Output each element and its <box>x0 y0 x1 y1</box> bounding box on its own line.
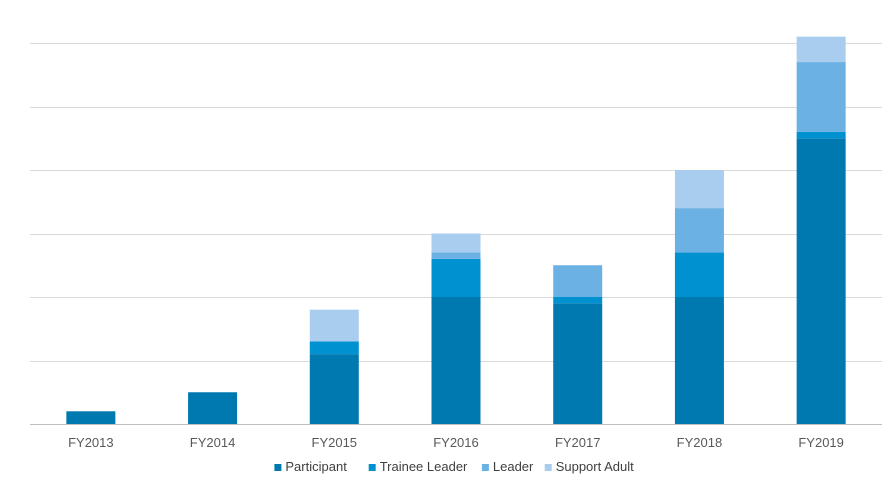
bar-fy2017-participant <box>553 303 603 424</box>
x-tick-label: FY2015 <box>312 435 358 450</box>
bar-fy2019-trainee-leader <box>796 131 846 139</box>
x-tick-label: FY2018 <box>677 435 723 450</box>
legend-item-participant: Participant <box>274 459 347 474</box>
bar-fy2018-trainee-leader <box>674 252 724 297</box>
bar-fy2019-support-adult <box>796 36 846 63</box>
bar-fy2013-participant <box>66 411 116 424</box>
x-tick-label: FY2017 <box>555 435 601 450</box>
bar-fy2019-leader <box>796 62 846 132</box>
x-axis: FY2013 FY2014 FY2015 FY2016 FY2017 FY2018 FY20… <box>30 424 882 450</box>
bar-fy2018-leader <box>674 208 724 253</box>
x-tick-label: FY2016 <box>433 435 479 450</box>
legend-swatch <box>544 464 552 471</box>
legend-swatch <box>368 464 376 471</box>
bar-fy2016-support-adult <box>431 233 481 253</box>
bar-fy2016-participant <box>431 297 481 424</box>
bar-fy2017-leader <box>553 265 603 297</box>
legend-label: Support Adult <box>556 459 634 474</box>
legend-label: Participant <box>285 459 347 474</box>
legend-label: Trainee Leader <box>380 459 468 474</box>
x-tick-label: FY2019 <box>798 435 844 450</box>
bar-fy2015-participant <box>309 354 359 424</box>
bar-fy2018-support-adult <box>674 170 724 209</box>
bar-fy2016-trainee-leader <box>431 258 481 297</box>
bar-fy2015-support-adult <box>309 309 359 342</box>
bar-fy2015-trainee-leader <box>309 341 359 355</box>
legend-swatch <box>274 464 282 471</box>
legend: Participant Trainee Leader Leader Support A… <box>274 459 634 474</box>
legend-item-support-adult: Support Adult <box>544 459 634 474</box>
bar-fy2018-participant <box>674 297 724 424</box>
x-tick-label: FY2013 <box>68 435 114 450</box>
bar-fy2016-leader <box>431 252 481 259</box>
legend-item-trainee-leader: Trainee Leader <box>368 459 468 474</box>
legend-item-leader: Leader <box>481 459 534 474</box>
legend-swatch <box>481 464 489 471</box>
bar-fy2017-trainee-leader <box>553 297 603 304</box>
bar-fy2014-participant <box>188 392 238 424</box>
bar-fy2019-participant <box>796 138 846 424</box>
x-tick-label: FY2014 <box>190 435 236 450</box>
bars <box>66 36 846 424</box>
legend-label: Leader <box>493 459 534 474</box>
